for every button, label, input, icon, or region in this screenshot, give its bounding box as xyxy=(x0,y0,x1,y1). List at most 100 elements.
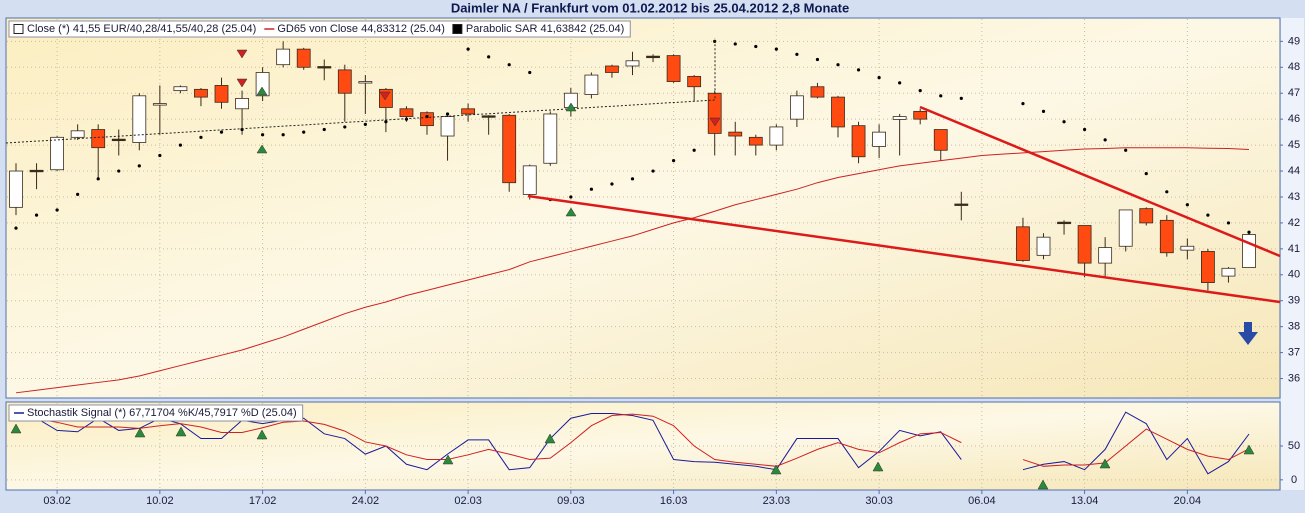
chart-title: Daimler NA / Frankfurt vom 01.02.2012 bi… xyxy=(451,0,849,15)
candle-body xyxy=(1118,209,1133,247)
legend-swatch xyxy=(452,24,463,34)
sar-dot xyxy=(1041,109,1046,113)
y-tick-label: 45 xyxy=(1288,139,1300,151)
sar-dot xyxy=(774,47,778,51)
candle-body xyxy=(1098,247,1113,264)
candle-body xyxy=(1201,251,1215,283)
candle-body xyxy=(337,69,352,94)
sar-dot xyxy=(1062,120,1066,124)
candle-body xyxy=(522,165,537,195)
sar-dot xyxy=(651,169,655,173)
down-arrow xyxy=(1238,322,1258,345)
sar-dot xyxy=(322,127,326,132)
sar-dot xyxy=(14,226,18,230)
candle-body xyxy=(132,95,147,143)
candle-body xyxy=(1242,234,1256,268)
sar-dot xyxy=(302,130,306,134)
sar-dot xyxy=(487,55,491,59)
sar-dot xyxy=(898,81,902,85)
sar-dot xyxy=(1124,148,1128,152)
sar-dot xyxy=(1144,172,1148,176)
sar-dot xyxy=(219,130,224,134)
y-tick-label: 48 xyxy=(1288,61,1300,73)
candle-body xyxy=(502,114,517,184)
y-tick-label: 46 xyxy=(1288,113,1300,125)
candle-body xyxy=(1016,226,1030,261)
sar-dot xyxy=(1165,190,1169,194)
y-axis-area xyxy=(1281,18,1304,490)
legend-box xyxy=(8,20,631,38)
candle-body xyxy=(625,60,640,67)
candle-body xyxy=(173,86,188,92)
series-line xyxy=(15,147,1250,394)
candle-body xyxy=(892,116,907,120)
sar-dot xyxy=(610,182,614,186)
sar-dot xyxy=(528,70,532,75)
y-tick-label: 41 xyxy=(1288,243,1300,255)
sar-dot xyxy=(959,96,963,101)
candle-body xyxy=(584,74,599,95)
sar-dot xyxy=(445,112,450,116)
candle-body xyxy=(214,85,229,103)
candle-body xyxy=(29,169,44,173)
x-tick-label: 02.03 xyxy=(454,495,482,507)
sar-dot xyxy=(76,192,80,196)
candle-body xyxy=(543,113,558,164)
sar-dot xyxy=(836,63,840,67)
sar-dot xyxy=(1185,203,1189,207)
trendline xyxy=(919,105,1281,258)
y-tick-label: 36 xyxy=(1288,372,1300,384)
price-panel xyxy=(5,17,1281,399)
candle-body xyxy=(954,203,969,206)
candle-body xyxy=(913,110,928,120)
series-line xyxy=(15,413,962,471)
sell-signal xyxy=(236,49,721,127)
candle-body xyxy=(769,126,784,146)
sar-dot xyxy=(795,52,799,56)
series-line xyxy=(16,413,962,467)
sar-dot xyxy=(199,135,203,139)
candle-body xyxy=(666,55,681,82)
sar-dot xyxy=(733,42,737,46)
candle-body xyxy=(831,96,845,128)
sar-dot xyxy=(918,89,922,93)
sar-dot xyxy=(569,195,573,199)
sar-dot xyxy=(877,76,881,80)
sar-dot xyxy=(589,187,594,191)
candle-body xyxy=(50,136,64,171)
y-tick-label: 38 xyxy=(1288,321,1300,333)
candle-body xyxy=(605,65,619,73)
candle-body xyxy=(872,131,886,147)
candle-body xyxy=(399,108,414,117)
x-tick-label: 09.03 xyxy=(557,495,585,507)
sar-trace xyxy=(5,38,716,144)
sar-dot xyxy=(466,47,470,51)
sar-dot xyxy=(1083,127,1087,132)
candle-body xyxy=(1077,225,1092,264)
candle-body xyxy=(91,129,106,149)
x-tick-label: 30.03 xyxy=(865,495,893,507)
candle-body xyxy=(1180,245,1195,251)
candle-body xyxy=(296,48,311,68)
sar-dot xyxy=(178,143,182,147)
sar-dot xyxy=(137,164,141,168)
sar-dot xyxy=(34,213,39,217)
candle-body xyxy=(111,138,126,142)
x-tick-label: 17.02 xyxy=(249,495,277,507)
legend-label: Close (*) 41,55 EUR/40,28/41,55/40,28 (2… xyxy=(27,23,256,35)
sar-dot xyxy=(158,153,162,158)
candle-body xyxy=(358,81,373,84)
sar-dot xyxy=(1247,230,1251,234)
x-tick-label: 16.03 xyxy=(660,495,688,507)
sar-dot xyxy=(630,177,635,181)
series-line xyxy=(1022,411,1250,475)
sar-dot xyxy=(117,169,121,173)
candle-body xyxy=(235,98,249,110)
candle-body xyxy=(748,136,763,146)
y-tick-label: 0 xyxy=(1291,474,1297,486)
y-tick-label: 42 xyxy=(1288,217,1300,229)
sar-dot xyxy=(939,94,943,98)
y-tick-label: 44 xyxy=(1288,165,1300,177)
candle-body xyxy=(1057,221,1071,225)
